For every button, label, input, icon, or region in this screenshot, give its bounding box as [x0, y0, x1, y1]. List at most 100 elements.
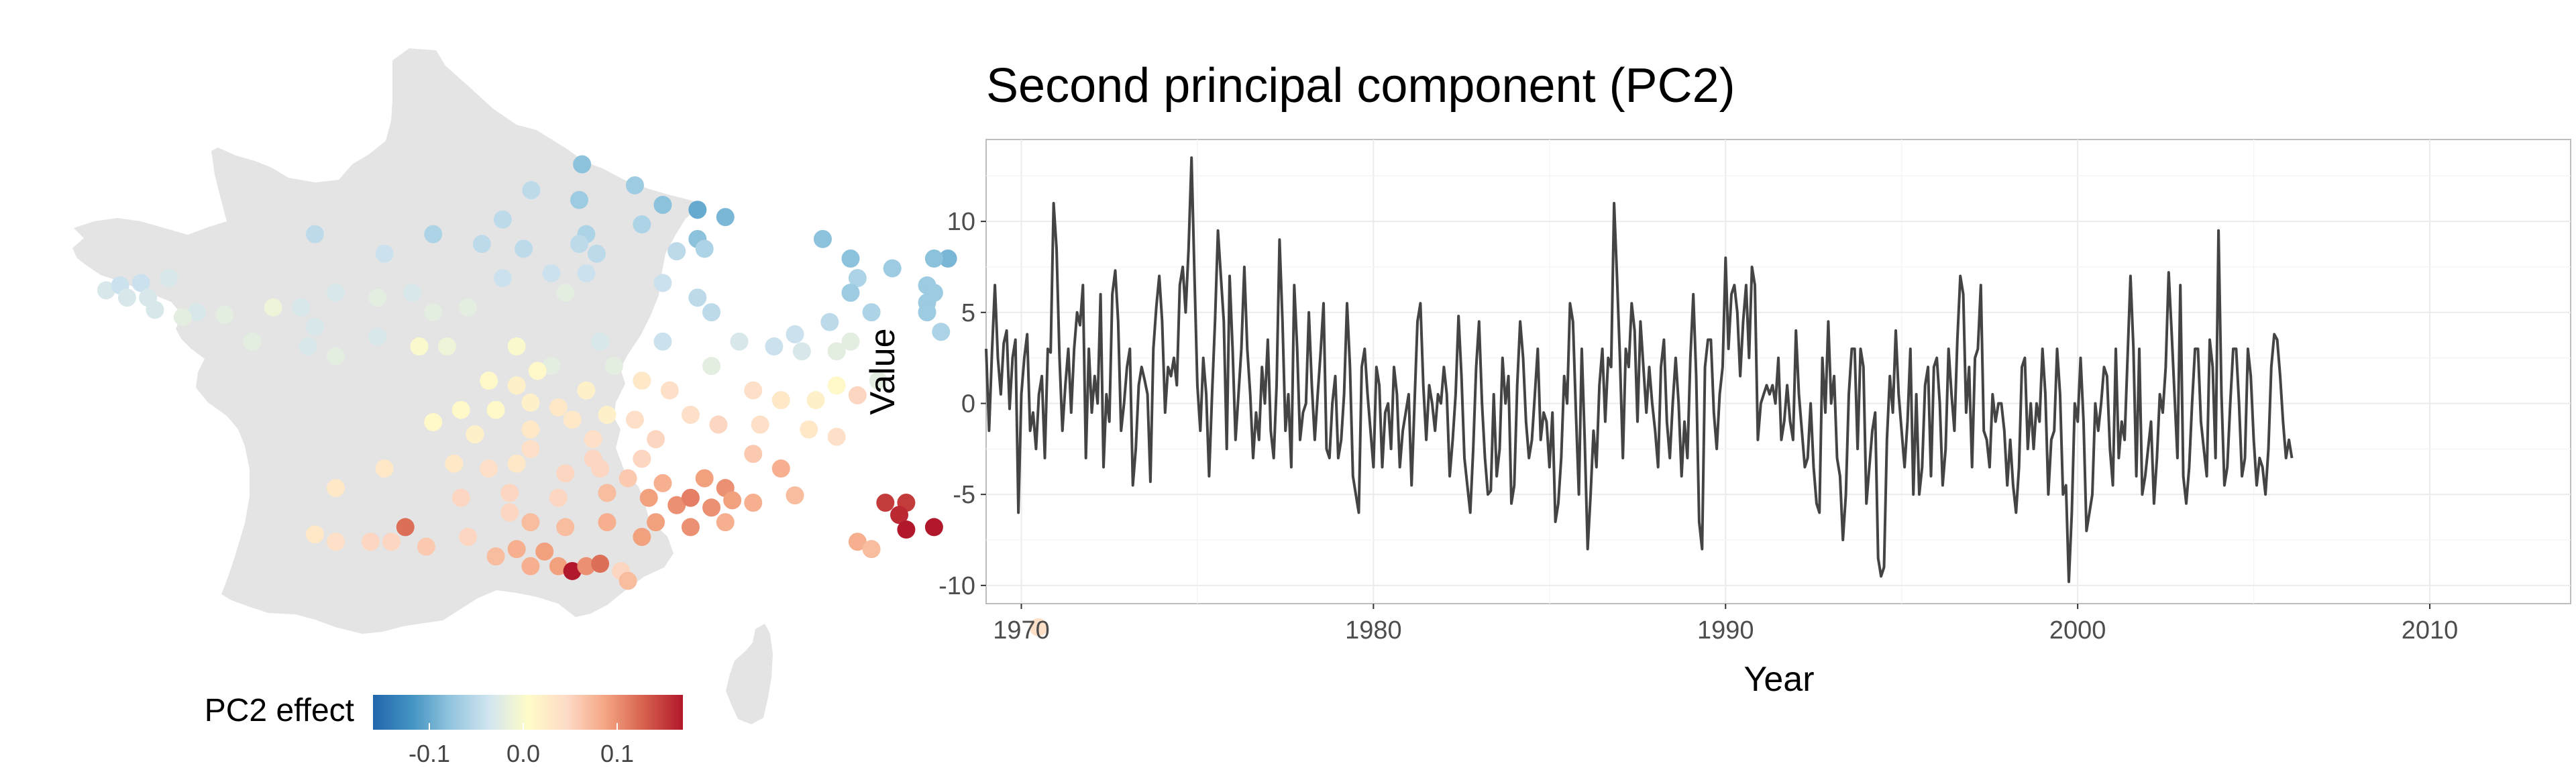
station-point: [890, 506, 909, 524]
station-point: [410, 337, 429, 356]
station-point: [841, 250, 860, 268]
x-axis-ticks: 1970 1980 1990 2000 2010: [993, 604, 2458, 645]
station-point: [598, 513, 616, 532]
station-point: [876, 494, 895, 512]
station-point: [598, 484, 616, 502]
x-axis-label: Year: [1743, 660, 1814, 699]
station-point: [570, 235, 589, 254]
station-point: [305, 225, 324, 243]
station-point: [521, 420, 540, 439]
station-point: [681, 405, 700, 424]
station-point: [327, 479, 345, 498]
station-point: [521, 513, 540, 532]
station-point: [591, 332, 610, 351]
station-point: [918, 303, 936, 322]
x-tick-label: 1990: [1697, 616, 1754, 645]
station-point: [695, 239, 714, 258]
station-point: [827, 427, 846, 446]
station-point: [653, 274, 672, 292]
station-point: [786, 486, 804, 505]
station-point: [660, 381, 679, 400]
station-point: [702, 498, 721, 517]
station-point: [570, 190, 589, 209]
x-tick-label: 1980: [1345, 616, 1402, 645]
station-point: [667, 242, 686, 261]
station-point: [556, 464, 575, 483]
station-point: [417, 537, 435, 556]
y-axis-label: Value: [863, 328, 902, 414]
colorbar: [373, 695, 683, 730]
station-point: [647, 430, 665, 449]
station-point: [924, 518, 943, 537]
station-point: [437, 337, 456, 356]
station-point: [327, 283, 345, 302]
station-point: [688, 201, 707, 219]
station-point: [730, 332, 749, 351]
station-point: [688, 288, 707, 307]
france-land: [72, 48, 701, 634]
station-point: [327, 533, 345, 551]
station-point: [493, 269, 512, 288]
station-point: [577, 557, 596, 575]
station-point: [862, 303, 881, 322]
x-tick-label: 2010: [2402, 616, 2459, 645]
y-tick-label: 0: [961, 390, 975, 418]
station-point: [521, 557, 540, 575]
station-point: [619, 469, 637, 488]
station-point: [480, 372, 498, 390]
station-point: [382, 533, 401, 551]
station-point: [542, 264, 561, 282]
station-point: [215, 305, 234, 324]
station-point: [695, 469, 714, 488]
station-point: [459, 527, 478, 546]
station-point: [160, 269, 178, 288]
station-point: [806, 391, 825, 410]
station-point: [625, 176, 644, 195]
station-point: [486, 547, 505, 566]
station-point: [653, 474, 672, 492]
station-point: [573, 155, 592, 174]
station-point: [507, 337, 526, 356]
y-tick-label: -5: [953, 481, 975, 509]
station-point: [786, 325, 804, 343]
station-point: [549, 488, 568, 507]
station-point: [800, 420, 818, 439]
station-point: [604, 357, 623, 376]
station-point: [869, 372, 888, 390]
station-point: [472, 235, 491, 254]
station-point: [765, 337, 784, 356]
station-point: [521, 439, 540, 458]
station-point: [375, 459, 394, 478]
station-point: [591, 555, 610, 573]
y-tick-label: -10: [938, 572, 975, 600]
station-point: [598, 405, 616, 424]
y-tick-label: 5: [961, 299, 975, 327]
station-point: [744, 381, 763, 400]
station-point: [841, 332, 860, 351]
station-point: [848, 533, 867, 551]
station-point: [633, 527, 651, 546]
pc2-series-line: [985, 156, 2294, 584]
station-point: [466, 425, 484, 444]
station-point: [723, 491, 742, 510]
station-point: [827, 342, 846, 361]
y-axis-ticks: -10 -5 0 5 10: [938, 208, 986, 600]
station-point: [459, 298, 478, 317]
station-point: [424, 225, 443, 243]
station-point: [771, 391, 790, 410]
station-point: [577, 381, 596, 400]
station-point: [403, 283, 422, 302]
legend-title: PC2 effect: [205, 693, 354, 728]
station-point: [681, 488, 700, 507]
station-point: [327, 347, 345, 366]
station-point: [751, 415, 769, 434]
station-point: [647, 513, 665, 532]
station-point: [173, 308, 192, 327]
station-point: [619, 571, 637, 590]
x-tick-label: 1970: [993, 616, 1050, 645]
colorbar-tick-label: 0.1: [600, 740, 634, 767]
station-point: [744, 445, 763, 463]
station-point: [556, 283, 575, 302]
